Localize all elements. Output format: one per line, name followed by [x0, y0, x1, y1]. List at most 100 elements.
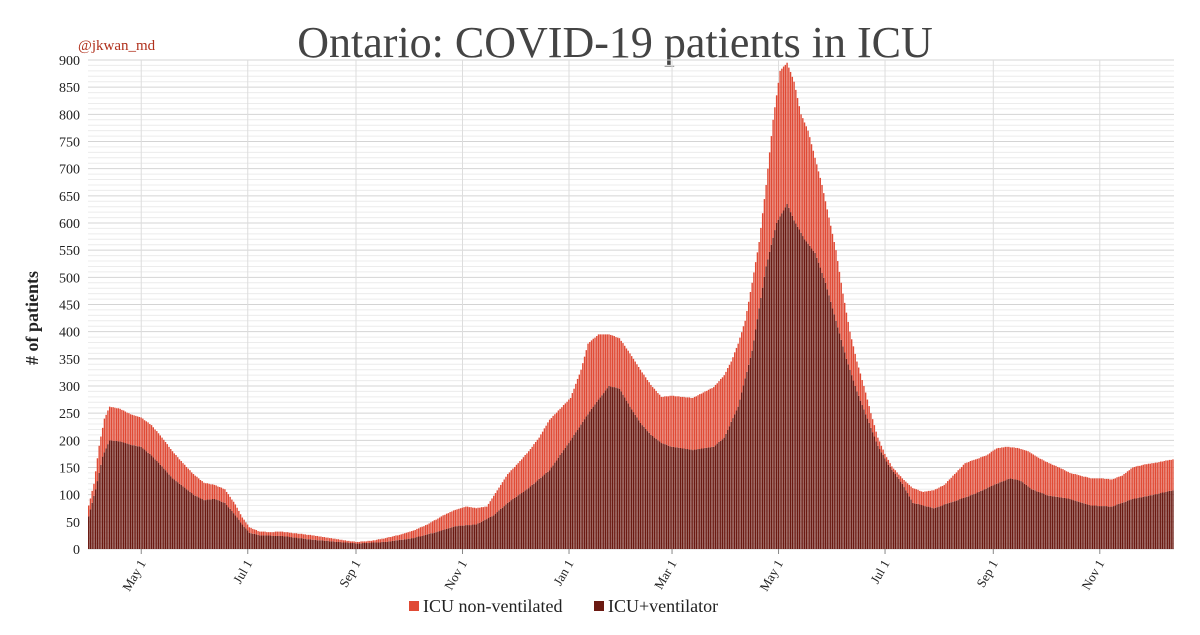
bar-icu-non-ventilated [1142, 464, 1144, 497]
bar-icu-non-ventilated [444, 514, 446, 530]
bar-icu-non-ventilated [150, 425, 153, 456]
bar-icu-non-ventilated [266, 532, 268, 536]
bar-icu-ventilator [1009, 478, 1012, 549]
bar-icu-ventilator [786, 203, 788, 550]
bar-icu-non-ventilated [1065, 471, 1068, 499]
bar-icu-ventilator [906, 493, 909, 549]
bar-icu-non-ventilated [468, 507, 471, 526]
bar-icu-non-ventilated [910, 486, 912, 500]
bar-icu-ventilator [154, 459, 156, 549]
y-tick-label: 650 [59, 190, 80, 205]
bar-icu-ventilator [966, 496, 968, 549]
bar-icu-non-ventilated [756, 252, 759, 320]
bar-icu-ventilator [306, 539, 308, 549]
y-tick-label: 450 [59, 299, 80, 314]
bar-icu-ventilator [402, 539, 404, 549]
bar-icu-ventilator [782, 210, 785, 549]
bar-icu-non-ventilated [1112, 478, 1115, 507]
bar-icu-non-ventilated [800, 114, 802, 233]
bar-icu-ventilator [411, 538, 413, 549]
bar-icu-ventilator [562, 450, 565, 549]
bar-icu-non-ventilated [938, 487, 940, 507]
bar-icu-ventilator [702, 448, 704, 549]
bar-icu-ventilator [774, 230, 776, 549]
bar-icu-ventilator [863, 409, 865, 549]
bar-icu-ventilator [225, 504, 228, 549]
bar-icu-ventilator [1083, 503, 1085, 549]
bar-icu-non-ventilated [465, 506, 467, 526]
bar-icu-non-ventilated [960, 466, 963, 499]
bar-icu-non-ventilated [610, 334, 612, 387]
bar-icu-non-ventilated [1114, 478, 1117, 506]
bar-icu-non-ventilated [912, 488, 914, 503]
bar-icu-non-ventilated [980, 457, 982, 491]
bar-icu-ventilator [468, 525, 471, 549]
bar-icu-ventilator [297, 538, 299, 549]
bar-icu-ventilator [454, 526, 457, 549]
bar-icu-ventilator [278, 535, 280, 549]
bar-icu-ventilator [348, 543, 350, 549]
bar-icu-non-ventilated [517, 463, 519, 496]
bar-icu-ventilator [189, 491, 191, 549]
bar-icu-ventilator [351, 543, 354, 549]
bar-icu-ventilator [236, 517, 238, 549]
bar-icu-ventilator [1107, 506, 1110, 549]
bar-icu-ventilator [644, 428, 647, 549]
bar-icu-non-ventilated [669, 395, 671, 447]
bar-icu-ventilator [917, 503, 919, 549]
bar-icu-ventilator [1105, 506, 1108, 549]
bar-icu-non-ventilated [686, 397, 689, 450]
bar-icu-non-ventilated [1034, 455, 1036, 491]
bar-icu-non-ventilated [948, 479, 951, 503]
bar-icu-non-ventilated [957, 470, 959, 501]
bar-icu-non-ventilated [955, 472, 958, 501]
bar-icu-non-ventilated [999, 447, 1001, 483]
bar-icu-ventilator [367, 543, 369, 549]
bar-icu-non-ventilated [1100, 478, 1103, 507]
bar-icu-ventilator [115, 440, 118, 549]
bar-icu-ventilator [1084, 503, 1087, 549]
bar-icu-ventilator [337, 541, 340, 549]
bar-icu-ventilator [89, 509, 92, 549]
bar-icu-non-ventilated [557, 410, 560, 458]
bar-icu-ventilator [576, 430, 579, 549]
bar-icu-ventilator [505, 504, 507, 549]
bar-icu-ventilator [536, 480, 539, 549]
bar-icu-ventilator [648, 432, 650, 549]
bar-icu-non-ventilated [594, 337, 596, 405]
bar-icu-ventilator [318, 540, 320, 549]
bar-icu-ventilator [590, 408, 593, 549]
bar-icu-ventilator [257, 534, 259, 549]
bar-icu-non-ventilated [622, 343, 624, 395]
bar-icu-ventilator [164, 470, 167, 549]
bar-icu-ventilator [510, 500, 512, 549]
bar-icu-non-ventilated [987, 454, 989, 488]
bar-icu-non-ventilated [969, 460, 972, 496]
bar-icu-ventilator [180, 484, 182, 549]
bar-icu-non-ventilated [1137, 465, 1139, 498]
bar-icu-non-ventilated [678, 396, 680, 448]
bar-icu-ventilator [555, 460, 558, 549]
bar-icu-ventilator [650, 434, 652, 549]
bar-icu-ventilator [756, 319, 759, 549]
bar-icu-ventilator [407, 538, 409, 549]
bar-icu-ventilator [100, 464, 102, 549]
bar-icu-non-ventilated [222, 488, 224, 503]
bar-icu-ventilator [472, 524, 474, 549]
bar-icu-non-ventilated [154, 429, 156, 460]
bar-icu-ventilator [545, 472, 547, 549]
bar-icu-ventilator [629, 406, 631, 549]
bar-icu-ventilator [727, 430, 729, 549]
bar-icu-ventilator [873, 436, 876, 549]
bar-icu-ventilator [304, 538, 306, 549]
bar-icu-non-ventilated [1125, 472, 1127, 502]
bar-icu-non-ventilated [728, 364, 731, 427]
bar-icu-ventilator [706, 447, 708, 549]
bar-icu-ventilator [204, 500, 207, 549]
bar-icu-non-ventilated [650, 384, 652, 435]
bar-icu-non-ventilated [302, 534, 305, 539]
bar-icu-non-ventilated [795, 89, 797, 224]
bar-icu-ventilator [819, 267, 821, 549]
bar-icu-ventilator [850, 375, 853, 549]
bar-icu-non-ventilated [473, 507, 476, 525]
